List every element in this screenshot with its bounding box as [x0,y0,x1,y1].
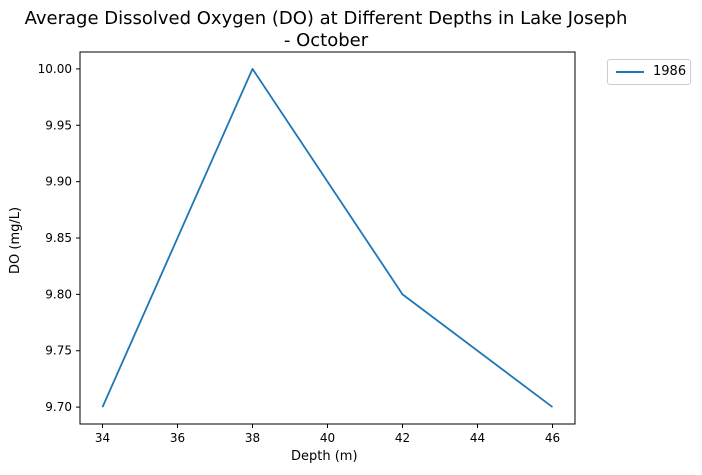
x-tick-label-40: 40 [320,431,335,445]
legend-swatch-1986 [616,71,644,73]
y-axis-label: DO (mg/L) [8,206,23,274]
y-tick-label-2: 9.80 [45,287,72,301]
chart-title-line-2: - October [283,30,369,51]
y-tick-label-0: 9.70 [45,400,72,414]
y-tick-label-6: 10.00 [38,62,72,76]
legend: 1986 [607,59,691,85]
x-tick-label-46: 46 [545,431,560,445]
x-tick-label-36: 36 [170,431,185,445]
x-tick-label-38: 38 [245,431,260,445]
x-tick-label-34: 34 [95,431,110,445]
y-tick-label-1: 9.75 [45,344,72,358]
y-tick-label-3: 9.85 [45,231,72,245]
series-line-1986 [101,68,554,408]
y-tick-label-4: 9.90 [45,175,72,189]
x-axis-label: Depth (m) [291,449,358,464]
x-tick-label-42: 42 [395,431,410,445]
x-tick-label-44: 44 [470,431,485,445]
legend-label-1986: 1986 [653,64,687,79]
y-tick-label-5: 9.95 [45,118,72,132]
chart-title-line-1: Average Dissolved Oxygen (DO) at Differe… [24,8,628,29]
